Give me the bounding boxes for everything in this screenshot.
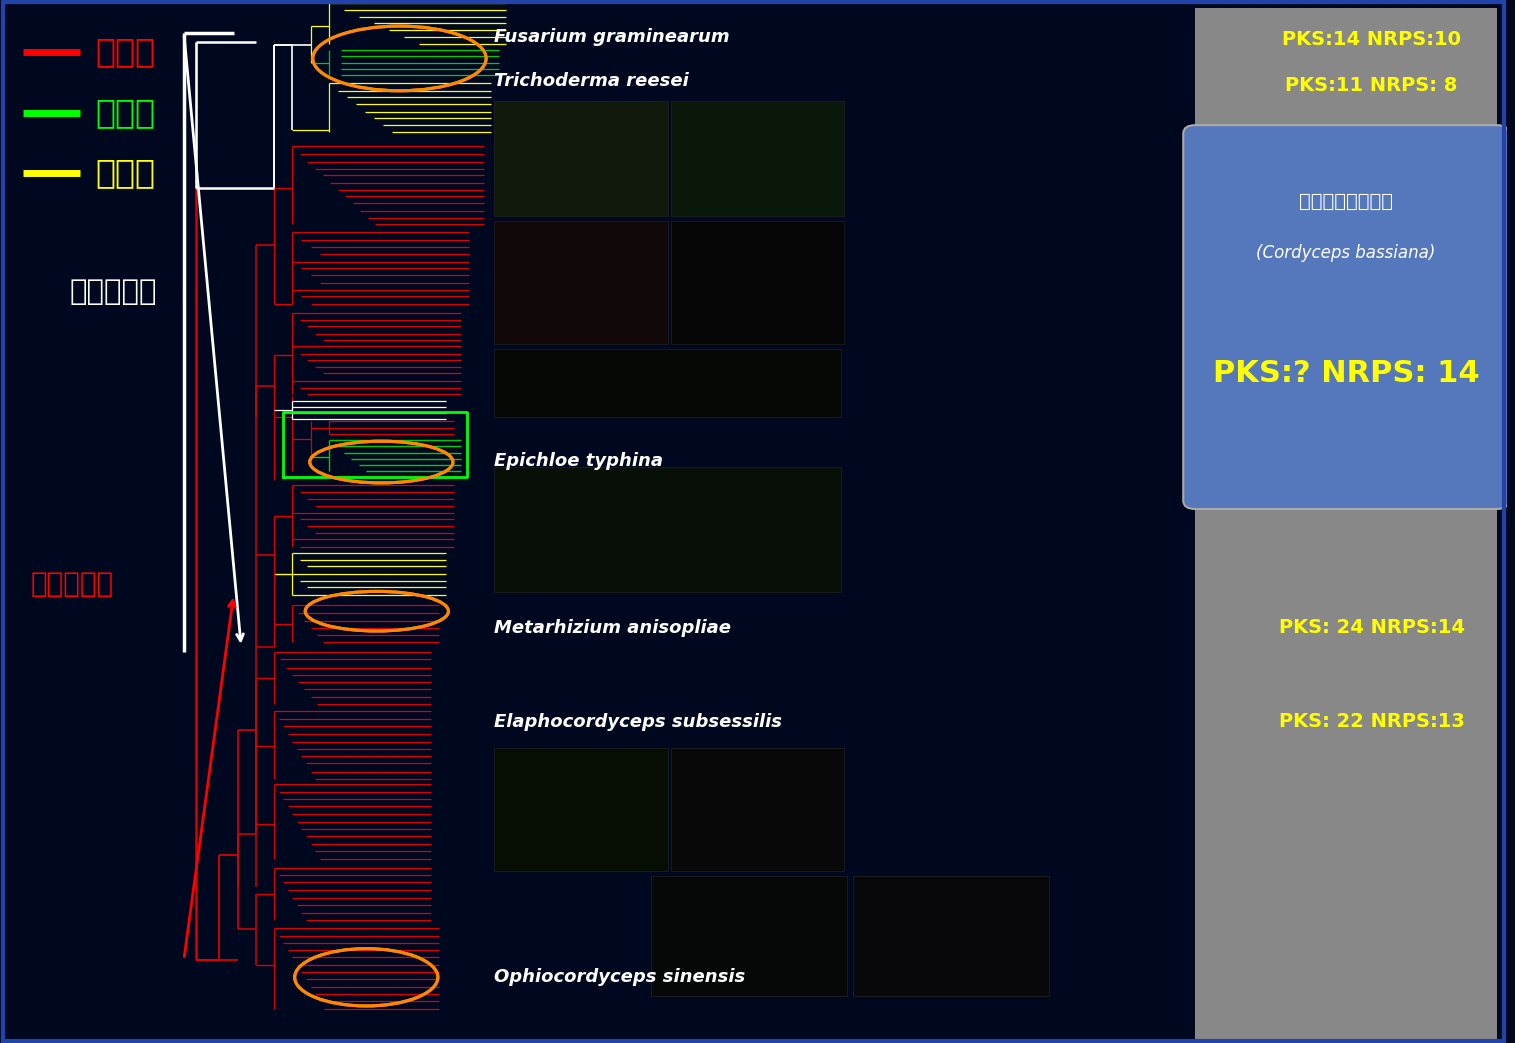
Text: 곤충병원성: 곤충병원성: [30, 571, 114, 598]
Bar: [1195, 8, 1497, 134]
Text: 식물계: 식물계: [95, 96, 155, 129]
Text: Trichoderma reesei: Trichoderma reesei: [494, 72, 689, 91]
Bar: [494, 467, 841, 592]
Text: PKS:? NRPS: 14: PKS:? NRPS: 14: [1212, 359, 1479, 388]
Bar: [494, 349, 841, 417]
Text: PKS:14 NRPS:10: PKS:14 NRPS:10: [1282, 30, 1460, 49]
FancyBboxPatch shape: [1183, 125, 1509, 509]
Text: 기주특이성: 기주특이성: [70, 278, 156, 306]
Text: PKS:11 NRPS: 8: PKS:11 NRPS: 8: [1285, 76, 1457, 95]
Text: Fusarium graminearum: Fusarium graminearum: [494, 27, 730, 46]
Bar: [671, 221, 844, 344]
Bar: [671, 101, 844, 216]
Bar: [494, 748, 668, 871]
Text: Elaphocordyceps subsessilis: Elaphocordyceps subsessilis: [494, 712, 782, 731]
Bar: [671, 748, 844, 871]
Text: (Cordyceps bassiana): (Cordyceps bassiana): [1256, 244, 1436, 263]
Bar: [1195, 501, 1497, 1043]
Text: PKS: 22 NRPS:13: PKS: 22 NRPS:13: [1279, 712, 1465, 731]
Text: PKS: 24 NRPS:14: PKS: 24 NRPS:14: [1279, 618, 1465, 637]
Text: 진균계: 진균계: [95, 156, 155, 190]
Text: 노랑다발동충하초: 노랑다발동충하초: [1298, 192, 1392, 211]
Bar: [494, 101, 668, 216]
Text: Ophiocordyceps sinensis: Ophiocordyceps sinensis: [494, 968, 745, 987]
Text: 동물계: 동물계: [95, 35, 155, 69]
Bar: [853, 876, 1048, 996]
Bar: [651, 876, 847, 996]
Text: Metarhizium anisopliae: Metarhizium anisopliae: [494, 618, 732, 637]
Text: Epichloe typhina: Epichloe typhina: [494, 452, 664, 470]
Bar: [494, 221, 668, 344]
